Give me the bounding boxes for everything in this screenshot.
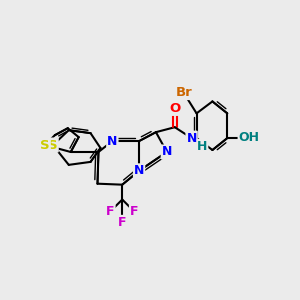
Text: S: S [48, 139, 58, 152]
Text: N: N [134, 164, 144, 177]
Text: F: F [118, 216, 127, 229]
Text: N: N [186, 132, 197, 145]
Text: N: N [107, 135, 118, 148]
Text: O: O [169, 102, 180, 115]
Text: N: N [162, 146, 172, 158]
Text: S: S [40, 139, 50, 152]
Text: OH: OH [238, 130, 260, 144]
Text: Br: Br [175, 86, 192, 99]
Text: F: F [106, 205, 115, 218]
Text: H: H [197, 140, 208, 152]
Text: F: F [130, 205, 138, 218]
